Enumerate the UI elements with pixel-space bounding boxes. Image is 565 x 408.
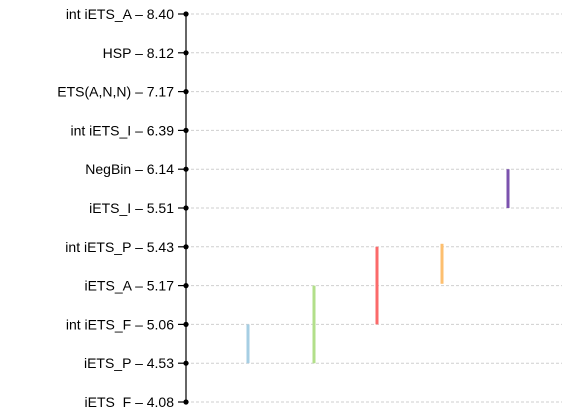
method-point xyxy=(183,127,189,133)
method-point xyxy=(183,50,189,56)
method-point xyxy=(183,166,189,172)
method-point xyxy=(183,399,189,405)
method-label: int iETS_P – 5.43 xyxy=(65,239,174,255)
method-point xyxy=(183,11,189,17)
method-label: ETS(A,N,N) – 7.17 xyxy=(57,84,174,100)
method-point xyxy=(183,360,189,366)
cd-groups xyxy=(246,169,510,364)
gridlines xyxy=(186,13,562,403)
method-label: iETS_I – 5.51 xyxy=(89,200,174,216)
method-labels: int iETS_A – 8.40 HSP – 8.12 ETS(A,N,N) – … xyxy=(57,6,174,408)
method-label: iETS_P – 4.53 xyxy=(84,355,174,371)
method-label: int iETS_I – 6.39 xyxy=(70,122,174,138)
method-ticks xyxy=(178,11,189,405)
method-label: iETS_A – 5.17 xyxy=(84,278,174,294)
method-label: iETS_F – 4.08 xyxy=(85,394,175,408)
method-label: int iETS_F – 5.06 xyxy=(66,316,174,332)
method-point xyxy=(183,244,189,250)
method-point xyxy=(183,283,189,289)
method-label: NegBin – 6.14 xyxy=(85,161,174,177)
method-label: HSP – 8.12 xyxy=(103,45,175,61)
method-label: int iETS_A – 8.40 xyxy=(66,6,174,22)
method-point xyxy=(183,89,189,95)
method-point xyxy=(183,205,189,211)
method-point xyxy=(183,321,189,327)
